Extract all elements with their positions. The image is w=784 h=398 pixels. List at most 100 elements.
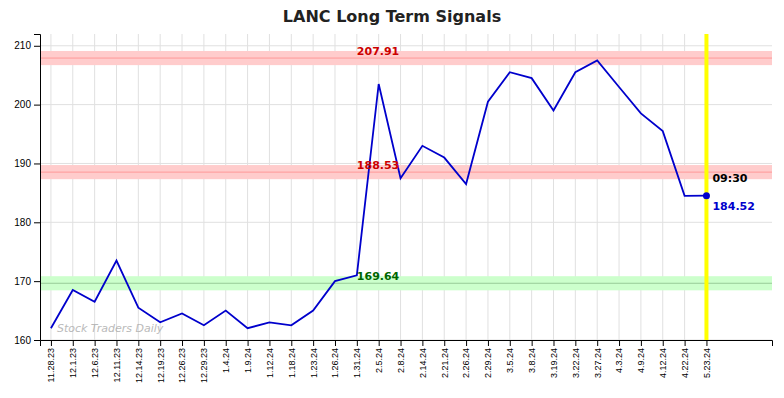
data xyxy=(40,34,772,340)
level-line xyxy=(40,172,772,173)
x-tick-mark xyxy=(597,340,598,346)
y-tick-mark xyxy=(34,105,40,106)
x-tick-mark xyxy=(553,340,554,346)
x-tick: 1.12.24 xyxy=(265,340,275,378)
x-tick: 1.31.24 xyxy=(352,340,362,378)
grid-line-x xyxy=(94,34,95,340)
x-tick-mark xyxy=(51,340,52,346)
x-tick-label: 4.9.24 xyxy=(636,348,646,373)
x-tick-mark xyxy=(335,340,336,346)
x-tick-mark xyxy=(575,340,576,346)
grid-line-x xyxy=(509,34,510,340)
x-tick-label: 2.29.24 xyxy=(483,348,493,378)
last-price-label: 184.52 xyxy=(712,200,754,213)
grid-line-x xyxy=(487,34,488,340)
x-tick: 1.26.24 xyxy=(330,340,340,378)
grid-line-x xyxy=(313,34,314,340)
x-tick: 2.21.24 xyxy=(440,340,450,378)
grid-line-x xyxy=(182,34,183,340)
x-tick-mark xyxy=(444,340,445,346)
grid-line-x xyxy=(160,34,161,340)
y-tick-label: 180 xyxy=(14,217,31,228)
y-tick-mark xyxy=(34,163,40,164)
grid-line-x xyxy=(684,34,685,340)
title: LANC Long Term Signals xyxy=(283,7,501,26)
x-tick-label: 4.12.24 xyxy=(658,348,668,378)
x-tick-label: 2.26.24 xyxy=(461,348,471,378)
x-tick: 1.18.24 xyxy=(287,340,297,378)
x-tick: 4.22.24 xyxy=(680,340,690,378)
y-tick: 210 xyxy=(14,40,40,51)
y-tick-label: 170 xyxy=(14,276,31,287)
grid-line-x xyxy=(422,34,423,340)
x-tick-mark xyxy=(685,340,686,346)
last-line xyxy=(704,34,708,340)
grid-line-x xyxy=(706,34,707,340)
y-tick-label: 190 xyxy=(14,158,31,169)
level-label: 207.91 xyxy=(357,45,399,58)
level-line xyxy=(40,283,772,284)
grid-line-x xyxy=(356,34,357,340)
grid-line-x xyxy=(116,34,117,340)
x-tick-label: 3.27.24 xyxy=(593,348,603,378)
x-tick: 2.5.24 xyxy=(374,340,384,373)
y-tick: 190 xyxy=(14,158,40,169)
x-tick-mark xyxy=(532,340,533,346)
level-band xyxy=(40,51,772,65)
y-tick: 180 xyxy=(14,217,40,228)
x-tick: 12.1.23 xyxy=(68,340,78,378)
grid-line-x xyxy=(597,34,598,340)
grid-line-x xyxy=(466,34,467,340)
grid-line-x xyxy=(269,34,270,340)
x-tick-label: 1.31.24 xyxy=(352,348,362,378)
x-tick: 4.12.24 xyxy=(658,340,668,378)
grid-line-x xyxy=(444,34,445,340)
x-tick-label: 1.26.24 xyxy=(330,348,340,378)
x-tick: 2.8.24 xyxy=(396,340,406,373)
x-tick-label: 2.14.24 xyxy=(418,348,428,378)
x-tick-mark xyxy=(95,340,96,346)
y-tick-mark xyxy=(34,46,40,47)
x-tick-label: 5.23.24 xyxy=(702,348,712,378)
x-tick-label: 3.5.24 xyxy=(505,348,515,373)
grid-line-x xyxy=(378,34,379,340)
x-tick-label: 2.5.24 xyxy=(374,348,384,373)
y-tick-label: 210 xyxy=(14,40,31,51)
x-tick-mark xyxy=(422,340,423,346)
y-tick-mark xyxy=(34,340,40,341)
x-tick-label: 1.18.24 xyxy=(287,348,297,378)
x-tick: 4.9.24 xyxy=(636,340,646,373)
grid-line-x xyxy=(640,34,641,340)
grid-line-x xyxy=(72,34,73,340)
grid-line-x xyxy=(247,34,248,340)
x-tick-mark xyxy=(488,340,489,346)
x-tick-label: 1.9.24 xyxy=(243,348,253,373)
y-tick-mark xyxy=(34,222,40,223)
x-tick-label: 11.28.23 xyxy=(46,348,56,382)
x-tick-mark xyxy=(466,340,467,346)
last-time-label: 09:30 xyxy=(712,172,747,185)
x-tick-mark xyxy=(379,340,380,346)
x-tick-label: 12.19.23 xyxy=(156,348,166,383)
x-tick: 5.23.24 xyxy=(702,340,712,378)
plot: 16017018019020021011.28.2312.1.2312.6.23… xyxy=(14,34,772,383)
x-tick: 2.26.24 xyxy=(461,340,471,378)
grid-line-x xyxy=(400,34,401,340)
grid-line-y xyxy=(40,45,772,46)
x-tick: 1.23.24 xyxy=(309,340,319,378)
x-tick-mark xyxy=(269,340,270,346)
x-tick: 1.9.24 xyxy=(243,340,253,373)
x-tick: 12.14.23 xyxy=(134,340,144,383)
x-tick: 4.3.24 xyxy=(614,340,624,373)
y-axis-line xyxy=(34,35,41,341)
x-tick: 12.26.23 xyxy=(177,340,187,383)
grid-line-x xyxy=(291,34,292,340)
x-tick: 1.4.24 xyxy=(221,340,231,373)
grid-line-y xyxy=(40,163,772,164)
x-tick: 2.14.24 xyxy=(418,340,428,378)
x-tick-label: 12.11.23 xyxy=(112,348,122,382)
x-tick-label: 12.14.23 xyxy=(134,348,144,383)
x-tick-mark xyxy=(619,340,620,346)
x-tick-mark xyxy=(401,340,402,346)
x-tick: 11.28.23 xyxy=(46,340,56,382)
